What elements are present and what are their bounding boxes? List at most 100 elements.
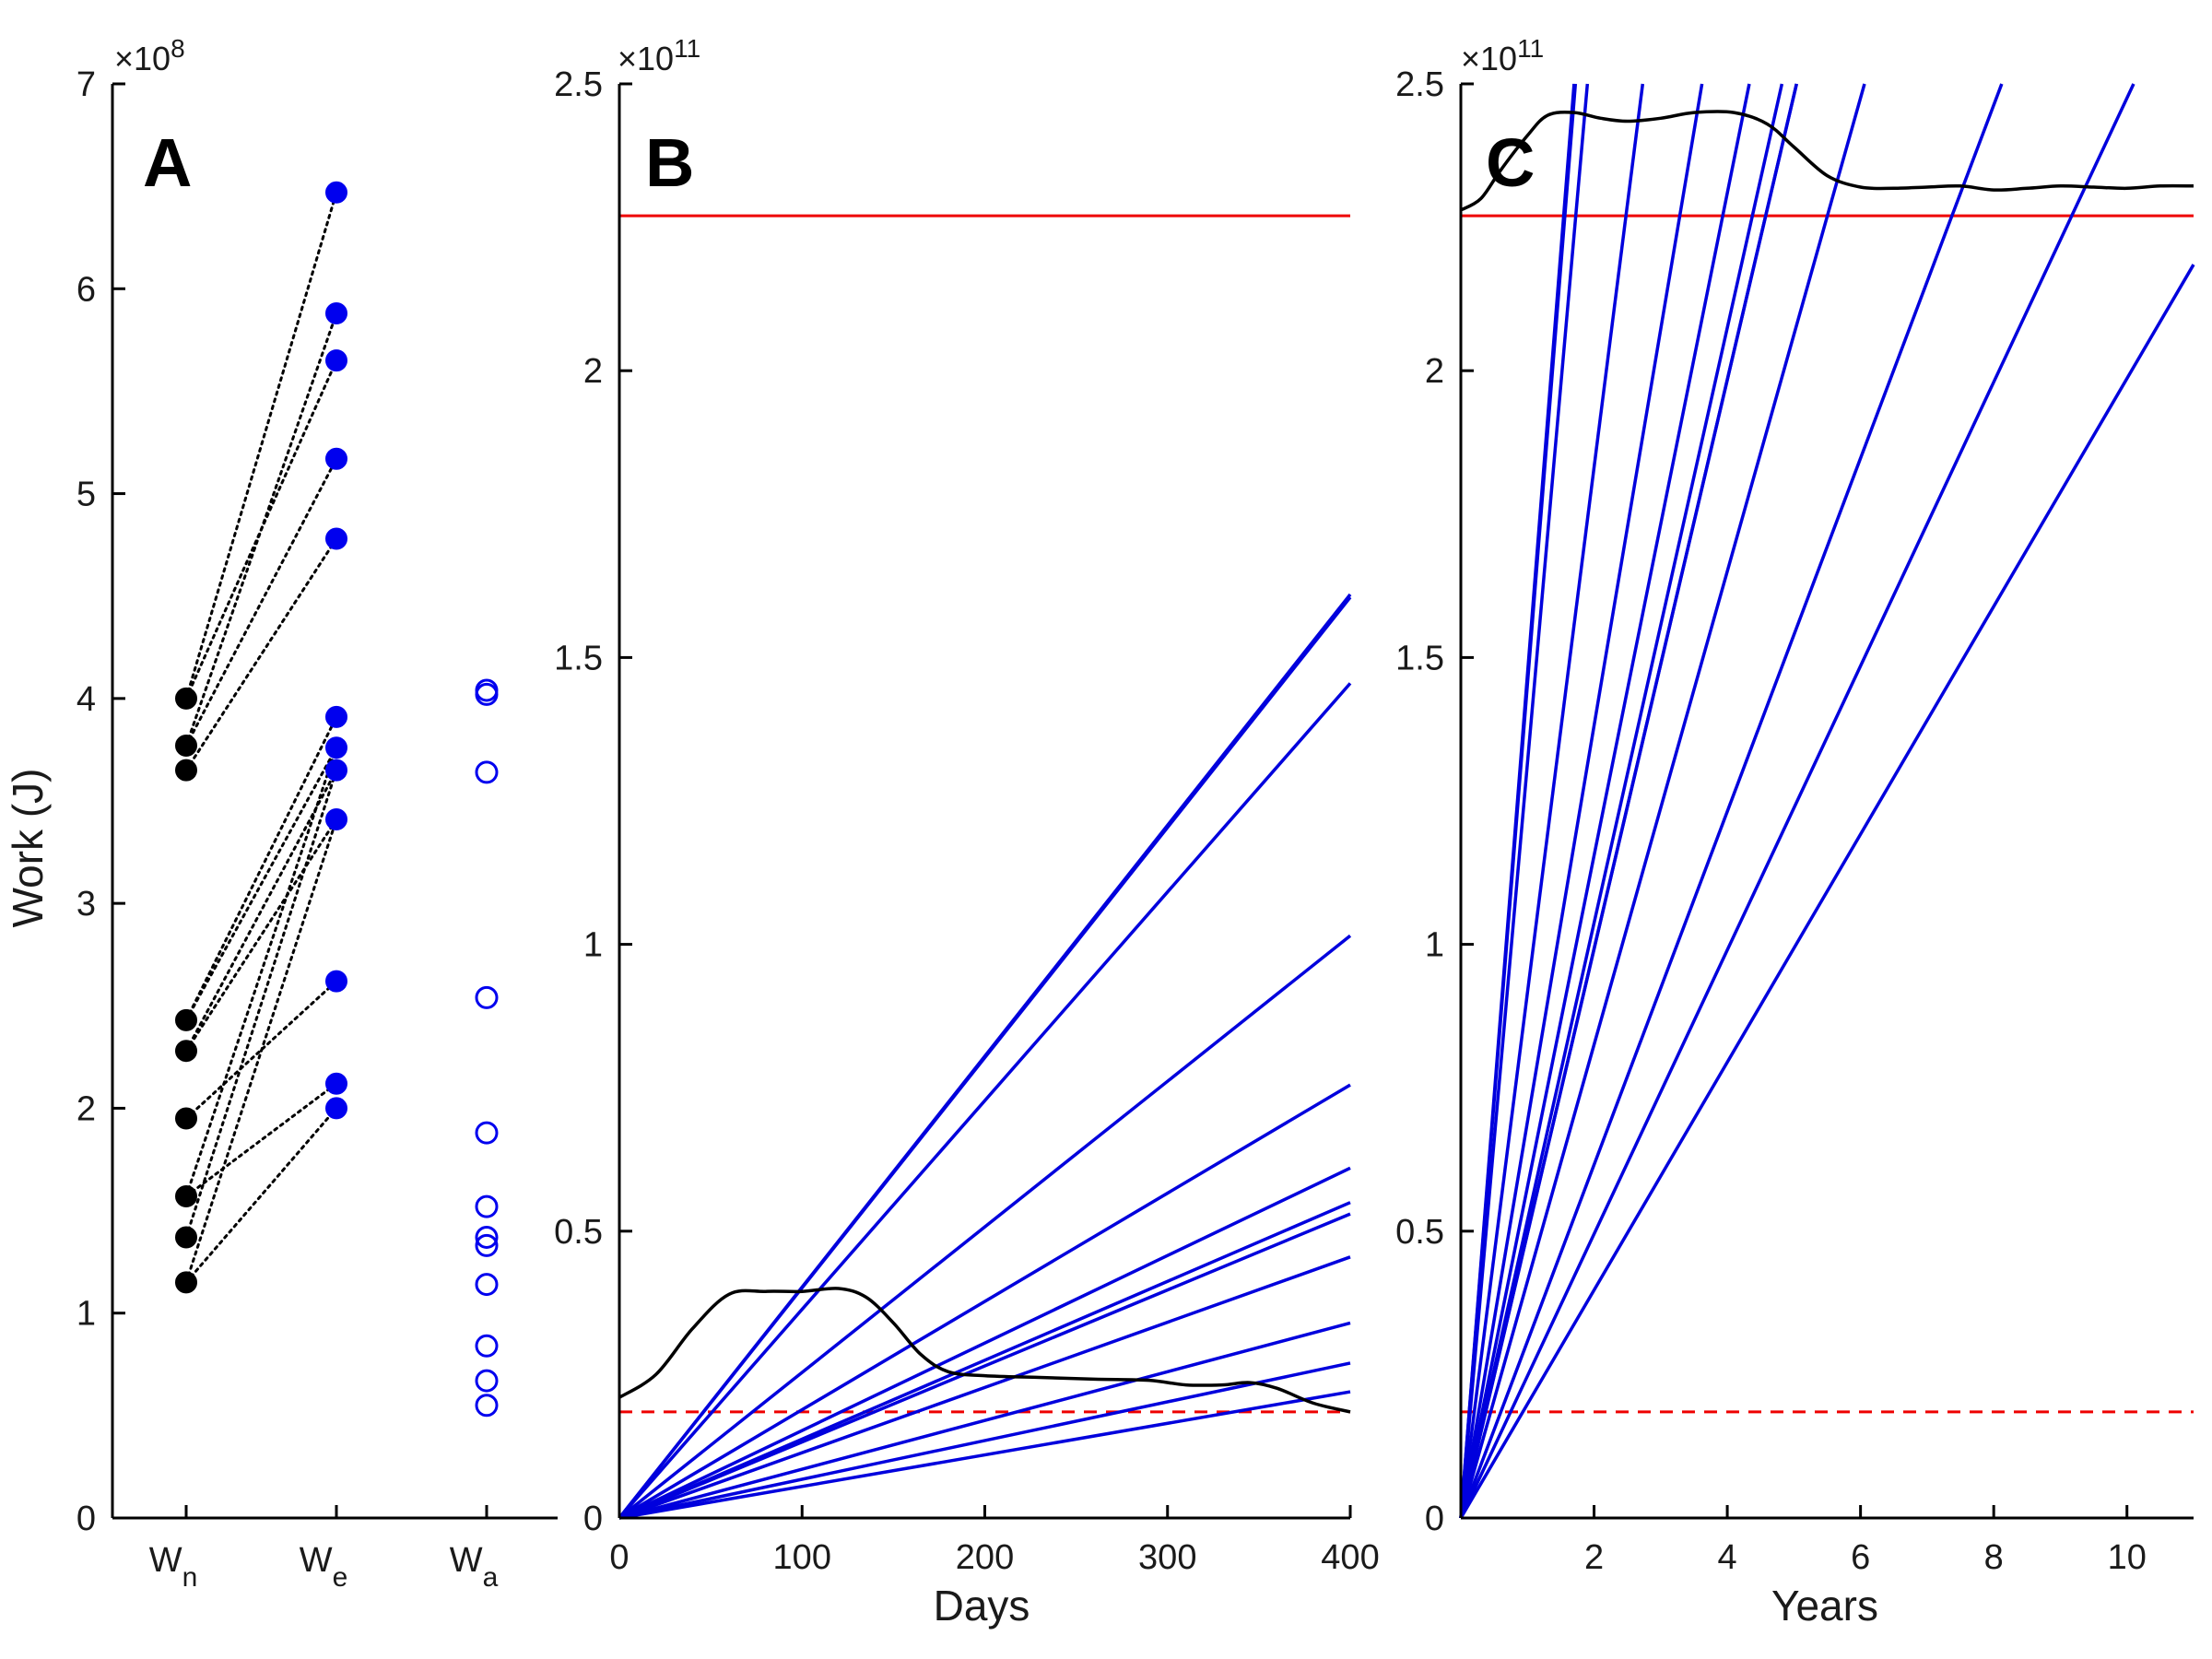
panel-a-xtick-label: Wn <box>149 1541 198 1593</box>
panel-c-blue-line <box>1459 83 1784 1519</box>
panel-a-ytick-label: 6 <box>76 270 96 309</box>
panel-a-pair-line <box>184 1106 338 1284</box>
panel-a-pair-line <box>184 818 338 1284</box>
panel-c-xtick-label: 4 <box>1718 1538 1737 1577</box>
panel-a-point <box>325 301 347 324</box>
panel-a-pair-line <box>184 312 338 747</box>
panel-b-ytick-label: 0.5 <box>554 1213 603 1252</box>
panel-a: 0 1 2 3 4 5 6 7 Wn We Wa A Work (J) ×108 <box>4 34 558 1593</box>
panel-b-axes: 0 0.5 1 1.5 2 2.5 0 100 200 300 400 <box>554 65 1380 1577</box>
svg-text:×108: ×108 <box>114 34 185 77</box>
panel-a-point <box>175 1008 197 1031</box>
panel-b-xlabel: Days <box>934 1582 1030 1630</box>
svg-text:×1011: ×1011 <box>618 34 700 77</box>
panel-c-blue-line <box>1459 83 1704 1519</box>
panel-c-blue-line <box>1459 83 1751 1519</box>
panel-c-blue-line <box>1459 83 1590 1519</box>
panel-a-point <box>325 349 347 372</box>
panel-a-point <box>325 527 347 550</box>
panel-c-blue-line <box>1459 83 2136 1519</box>
panel-c-blue-lines <box>1459 83 2195 1519</box>
panel-a-axes: 0 1 2 3 4 5 6 7 Wn We Wa <box>76 65 558 1593</box>
panel-b-blue-lines <box>618 593 1352 1520</box>
panel-a-point <box>175 687 197 710</box>
panel-a-point <box>175 1040 197 1063</box>
panel-b-exponent: ×1011 <box>618 34 700 77</box>
panel-a-points <box>175 181 499 1418</box>
panel-b-reference-lines <box>619 214 1350 1414</box>
panel-a-pair-line <box>184 818 338 1053</box>
panel-c-black-curve-path <box>1460 110 2194 212</box>
panel-a-ylabel: Work (J) <box>4 769 52 928</box>
panel-a-pair-line <box>184 769 338 1053</box>
panel-b-xtick-label: 100 <box>773 1538 831 1577</box>
panel-b-ytick-label: 2 <box>583 352 603 391</box>
panel-c-ytick-label: 2 <box>1425 352 1444 391</box>
panel-a-pair-line <box>184 457 338 747</box>
panel-a-ytick-label: 7 <box>76 65 96 104</box>
panel-c: 0 0.5 1 1.5 2 2.5 2 4 6 8 10 C Years ×1011 <box>1395 34 2195 1630</box>
panel-a-point <box>325 736 347 759</box>
panel-b-blue-line <box>618 1361 1351 1520</box>
panel-b-xtick-label: 300 <box>1138 1538 1196 1577</box>
panel-c-blue-line <box>1459 83 1798 1519</box>
panel-b-blue-line <box>618 595 1352 1520</box>
panel-b-blue-line <box>618 1166 1351 1520</box>
panel-b-letter: B <box>645 124 694 201</box>
panel-c-letter: C <box>1486 124 1535 201</box>
panel-a-open-point <box>475 1225 499 1249</box>
panel-a-ytick-label: 0 <box>76 1500 96 1538</box>
panel-b-black-curve <box>618 1287 1351 1414</box>
panel-a-pair-line <box>184 1082 338 1198</box>
panel-a-ytick-label: 5 <box>76 476 96 514</box>
panel-a-point <box>175 1226 197 1249</box>
panel-a-open-point <box>475 760 499 784</box>
panel-b-blue-line <box>618 1255 1351 1520</box>
panel-a-point <box>325 181 347 204</box>
panel-c-ytick-label: 0.5 <box>1395 1213 1444 1252</box>
panel-c-xtick-label: 6 <box>1851 1538 1870 1577</box>
panel-a-xtick-label: Wa <box>450 1541 499 1593</box>
panel-a-open-point <box>475 1121 499 1145</box>
panel-a-pair-line <box>184 769 338 1239</box>
panel-a-point <box>175 1271 197 1294</box>
panel-c-reference-lines <box>1461 214 2194 1414</box>
panel-c-xtick-label: 2 <box>1584 1538 1604 1577</box>
panel-a-ytick-label: 3 <box>76 885 96 924</box>
panel-c-axes: 0 0.5 1 1.5 2 2.5 2 4 6 8 10 <box>1395 65 2194 1577</box>
panel-a-point <box>325 808 347 831</box>
panel-a-point <box>325 1072 347 1095</box>
panel-a-pair-line <box>184 746 338 1022</box>
panel-c-exponent: ×1011 <box>1461 34 1544 77</box>
panel-b-blue-line <box>618 1201 1351 1520</box>
panel-c-ytick-label: 1.5 <box>1395 639 1444 677</box>
panel-a-point <box>175 1107 197 1130</box>
panel-a-open-point <box>475 682 499 706</box>
panel-a-point <box>175 1185 197 1208</box>
panel-b-blue-line <box>618 1212 1351 1520</box>
panel-a-pair-line <box>184 746 338 1198</box>
panel-c-blue-line <box>1459 83 1866 1519</box>
panel-b-ytick-label: 1 <box>583 926 603 965</box>
panel-a-ytick-label: 1 <box>76 1295 96 1334</box>
panel-a-point <box>175 759 197 782</box>
panel-a-pair-line <box>184 715 338 1022</box>
panel-a-pair-line <box>184 191 338 700</box>
panel-b-black-curve-path <box>618 1287 1351 1414</box>
panel-a-point <box>325 705 347 728</box>
panel-c-black-curve <box>1460 110 2194 212</box>
panel-a-point <box>325 1097 347 1120</box>
panel-b-blue-line <box>618 1390 1351 1520</box>
panel-c-xtick-label: 10 <box>2108 1538 2147 1577</box>
panel-a-open-point <box>475 1334 499 1358</box>
panel-a-open-point <box>475 1233 499 1257</box>
panel-b-blue-line <box>618 1321 1351 1520</box>
svg-text:×1011: ×1011 <box>1461 34 1544 77</box>
panel-b-ytick-label: 2.5 <box>554 65 603 104</box>
panel-a-point <box>325 759 347 782</box>
panel-c-xlabel: Years <box>1771 1582 1878 1630</box>
panel-b-xtick-label: 200 <box>956 1538 1014 1577</box>
panel-a-ytick-label: 4 <box>76 680 96 719</box>
panel-a-xtick-label: We <box>300 1541 348 1593</box>
panel-b-xtick-label: 400 <box>1321 1538 1379 1577</box>
